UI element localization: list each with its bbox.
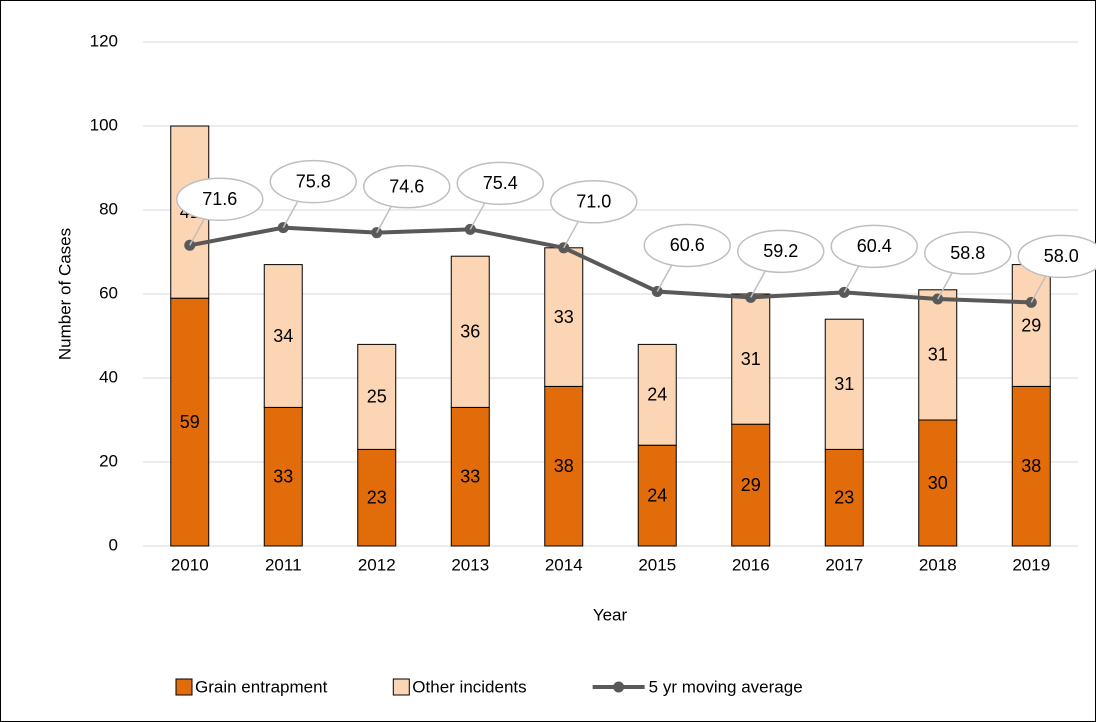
- bar-label: 33: [273, 466, 293, 486]
- line-label: 60.4: [857, 236, 892, 256]
- callout-leader: [469, 199, 487, 230]
- y-tick-label: 120: [90, 31, 118, 50]
- x-tick-label: 2014: [545, 555, 583, 574]
- line-label: 60.6: [670, 235, 705, 255]
- bar-label: 33: [554, 307, 574, 327]
- callout-bubble: [830, 224, 918, 269]
- callout-bubble: [643, 223, 731, 268]
- callout-bubble: [363, 164, 451, 209]
- x-tick-label: 2016: [732, 555, 770, 574]
- bar-segment: [263, 264, 303, 408]
- x-tick-label: 2018: [919, 555, 957, 574]
- bar-label: 23: [367, 487, 387, 507]
- x-tick-label: 2019: [1012, 555, 1050, 574]
- callout-leader: [656, 262, 674, 292]
- bar-label: 24: [647, 485, 667, 505]
- bar-label: 24: [647, 385, 667, 405]
- x-tick-label: 2013: [451, 555, 489, 574]
- bar-label: 30: [928, 473, 948, 493]
- y-tick-label: 40: [99, 367, 118, 386]
- x-tick-label: 2011: [265, 555, 302, 574]
- bar-label: 25: [367, 387, 387, 407]
- bar-segment: [544, 247, 584, 387]
- callout-bubble: [924, 231, 1012, 275]
- x-tick-label: 2010: [171, 555, 209, 574]
- legend-swatch: [175, 678, 193, 696]
- line-label: 75.4: [483, 173, 518, 193]
- bar-label: 34: [273, 326, 293, 346]
- y-axis-title: Number of Cases: [55, 228, 74, 360]
- bar-label: 31: [741, 349, 761, 369]
- callout-bubble: [176, 177, 264, 222]
- bar-label: 29: [741, 475, 761, 495]
- bar-segment: [1011, 264, 1051, 387]
- bar-segment: [170, 297, 210, 547]
- legend-label: Other incidents: [412, 677, 526, 696]
- bar-segment: [450, 255, 490, 408]
- y-tick-label: 100: [90, 115, 118, 134]
- bar-segment: [731, 423, 771, 547]
- bar-segment: [824, 318, 864, 450]
- bar-segment: [544, 385, 584, 547]
- callout-leader: [843, 262, 861, 293]
- line-label: 58.0: [1044, 246, 1079, 266]
- callout-leader: [1030, 273, 1048, 303]
- bar-label: 29: [1021, 315, 1041, 335]
- x-axis-title: Year: [593, 605, 628, 624]
- bar-label: 59: [180, 412, 200, 432]
- bar-segment: [918, 419, 958, 547]
- bar-segment: [731, 293, 771, 425]
- legend-label: 5 yr moving average: [649, 677, 803, 696]
- line-label: 59.2: [763, 241, 798, 261]
- y-tick-label: 60: [99, 283, 118, 302]
- x-tick-label: 2017: [825, 555, 863, 574]
- y-tick-label: 0: [109, 535, 118, 554]
- line-label: 58.8: [950, 243, 985, 263]
- x-tick-label: 2012: [358, 555, 396, 574]
- bar-segment: [918, 289, 958, 421]
- callout-leader: [563, 218, 581, 249]
- callout-bubble: [550, 180, 638, 224]
- callout-leader: [937, 269, 955, 300]
- bar-label: 31: [928, 345, 948, 365]
- y-tick-label: 20: [99, 451, 118, 470]
- legend-swatch: [392, 678, 410, 696]
- bar-segment: [357, 448, 397, 547]
- callout-leader: [189, 215, 207, 246]
- legend-swatch-marker: [613, 681, 625, 693]
- bar-label: 36: [460, 322, 480, 342]
- bar-label: 38: [1021, 456, 1041, 476]
- bar-segment: [824, 448, 864, 547]
- callout-leader: [282, 198, 300, 229]
- bar-label: 33: [460, 466, 480, 486]
- callout-bubble: [737, 229, 825, 274]
- legend-label: Grain entrapment: [195, 677, 328, 696]
- bar-segment: [450, 406, 490, 547]
- callout-leader: [376, 203, 394, 234]
- callout-bubble: [1017, 234, 1096, 279]
- line-label: 75.8: [296, 171, 331, 191]
- line-label: 71.0: [576, 192, 611, 212]
- callout-bubble: [269, 159, 357, 204]
- x-tick-label: 2015: [638, 555, 676, 574]
- callout-leader: [750, 267, 768, 298]
- bar-label: 31: [834, 374, 854, 394]
- callout-bubble: [456, 161, 544, 206]
- line-label: 74.6: [389, 176, 424, 196]
- bar-segment: [263, 406, 303, 547]
- bar-label: 38: [554, 456, 574, 476]
- bar-segment: [637, 343, 677, 446]
- bar-label: 23: [834, 487, 854, 507]
- line-label: 71.6: [202, 189, 237, 209]
- line: [189, 225, 1032, 305]
- bar-segment: [357, 343, 397, 450]
- y-tick-label: 80: [99, 199, 118, 218]
